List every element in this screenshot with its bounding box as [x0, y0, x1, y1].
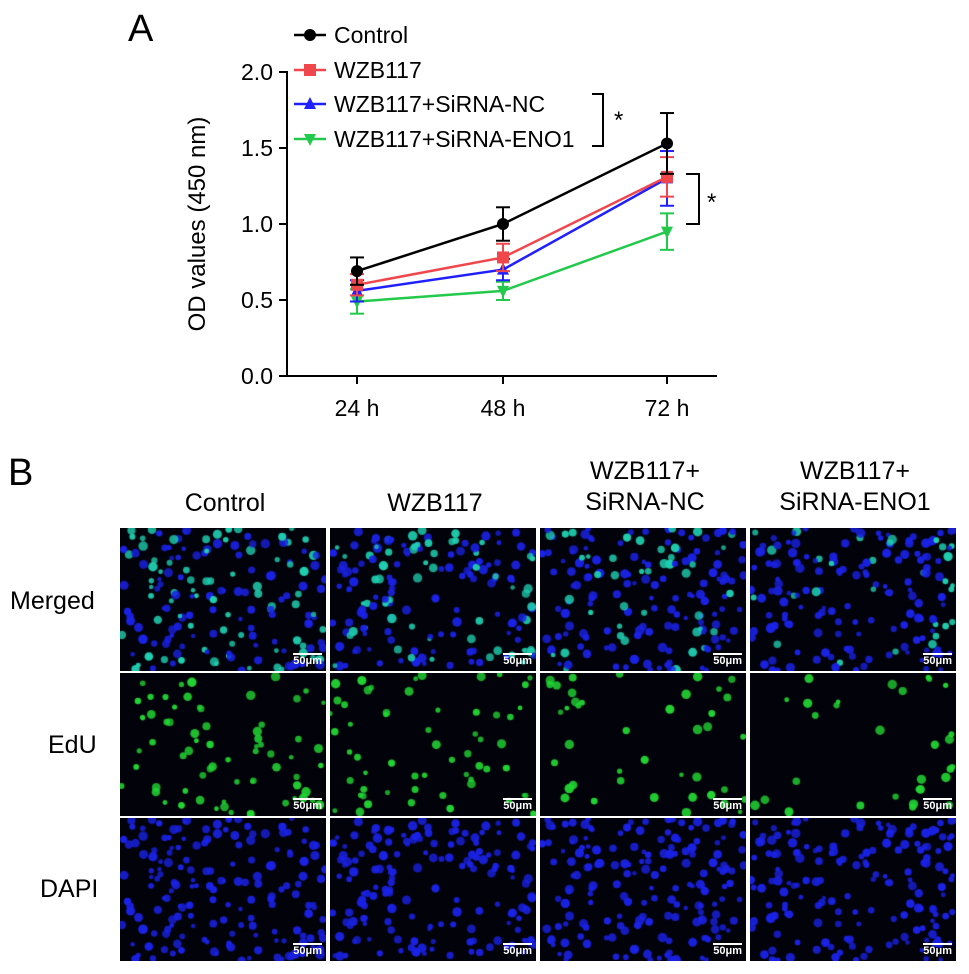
data-point-1-1	[497, 251, 509, 264]
series-line-2	[356, 177, 668, 293]
micrograph-edu-2: 50μm	[540, 673, 746, 816]
scale-bar-label: 50μm	[923, 943, 952, 957]
column-label-control: Control	[184, 489, 266, 517]
scale-bar-label: 50μm	[503, 653, 532, 667]
panel-b-letter: B	[8, 452, 34, 494]
micrograph-image	[540, 818, 746, 961]
micrograph-merged-2: 50μm	[540, 528, 746, 671]
series-line-3	[356, 230, 668, 303]
panel-a-letter: A	[128, 8, 154, 50]
x-tick-label-2: 72 h	[645, 395, 690, 421]
row-label-dapi: DAPI	[40, 875, 99, 903]
scale-bar-label: 50μm	[713, 798, 742, 812]
scale-bar-label: 50μm	[713, 943, 742, 957]
row-label-edu: EdU	[48, 731, 97, 759]
legend-label-1: WZB117	[334, 57, 422, 83]
micrograph-image	[540, 673, 746, 816]
y-tick-label-4: 2.0	[241, 59, 273, 85]
column-label-sirna-eno1: WZB117+ SiRNA-ENO1	[779, 457, 931, 516]
scale-bar-label: 50μm	[923, 653, 952, 667]
micrograph-edu-1: 50μm	[330, 673, 536, 816]
micrograph-merged-1: 50μm	[330, 528, 536, 671]
micrograph-image	[330, 818, 536, 961]
micrograph-dapi-2: 50μm	[540, 818, 746, 961]
micrograph-image	[120, 673, 326, 816]
data-point-3-2	[661, 226, 673, 239]
series-line-1	[356, 175, 668, 287]
micrograph-merged-3: 50μm	[750, 528, 956, 671]
y-tick-label-2: 1.0	[241, 211, 273, 237]
legend-marker-3	[304, 134, 316, 146]
data-point-0-0	[351, 265, 363, 278]
scale-bar-label: 50μm	[713, 653, 742, 667]
significance-bracket-72h	[686, 173, 700, 225]
scale-bar-label: 50μm	[503, 943, 532, 957]
legend-marker-0	[304, 29, 316, 41]
data-point-0-2	[661, 137, 673, 150]
micrograph-image	[750, 818, 956, 961]
scale-bar-label: 50μm	[293, 653, 322, 667]
legend-label-3: WZB117+SiRNA-ENO1	[334, 126, 575, 152]
x-tick-label-0: 24 h	[335, 395, 380, 421]
micrograph-image	[330, 673, 536, 816]
scale-bar-label: 50μm	[293, 943, 322, 957]
micrograph-edu-0: 50μm	[120, 673, 326, 816]
micrograph-image	[540, 528, 746, 671]
legend-label-0: Control	[334, 22, 408, 48]
significance-star-72h: *	[707, 189, 716, 216]
legend-label-2: WZB117+SiRNA-NC	[334, 91, 545, 117]
data-point-0-1	[497, 218, 509, 230]
legend-marker-1	[304, 64, 316, 76]
micrograph-dapi-3: 50μm	[750, 818, 956, 961]
x-tick-label-1: 48 h	[481, 395, 526, 421]
column-label-sirna-nc: WZB117+ SiRNA-NC	[585, 457, 705, 516]
micrograph-dapi-1: 50μm	[330, 818, 536, 961]
significance-bracket-legend	[592, 93, 604, 147]
significance-star-legend: *	[614, 107, 623, 134]
micrograph-image	[750, 673, 956, 816]
row-label-merged: Merged	[10, 587, 95, 615]
column-label-wzb117: WZB117	[387, 489, 483, 517]
micrograph-image	[750, 528, 956, 671]
data-point-3-1	[497, 285, 509, 298]
od-line-chart: 0.0 0.5 1.0 1.5 2.0 24 h 48 h 72 h OD values (45…	[184, 22, 717, 421]
y-tick-label-0: 0.0	[241, 363, 273, 389]
micrograph-image	[120, 818, 326, 961]
y-axis-label: OD values (450 nm)	[184, 117, 211, 332]
y-tick-label-1: 0.5	[241, 287, 273, 313]
micrograph-dapi-0: 50μm	[120, 818, 326, 961]
scale-bar-label: 50μm	[503, 798, 532, 812]
micrograph-image	[120, 528, 326, 671]
y-tick-label-3: 1.5	[241, 135, 273, 161]
scale-bar-label: 50μm	[293, 798, 322, 812]
micrograph-image	[330, 528, 536, 671]
scale-bar-label: 50μm	[923, 798, 952, 812]
micrograph-merged-0: 50μm	[120, 528, 326, 671]
micrograph-edu-3: 50μm	[750, 673, 956, 816]
legend-marker-2	[304, 97, 316, 109]
